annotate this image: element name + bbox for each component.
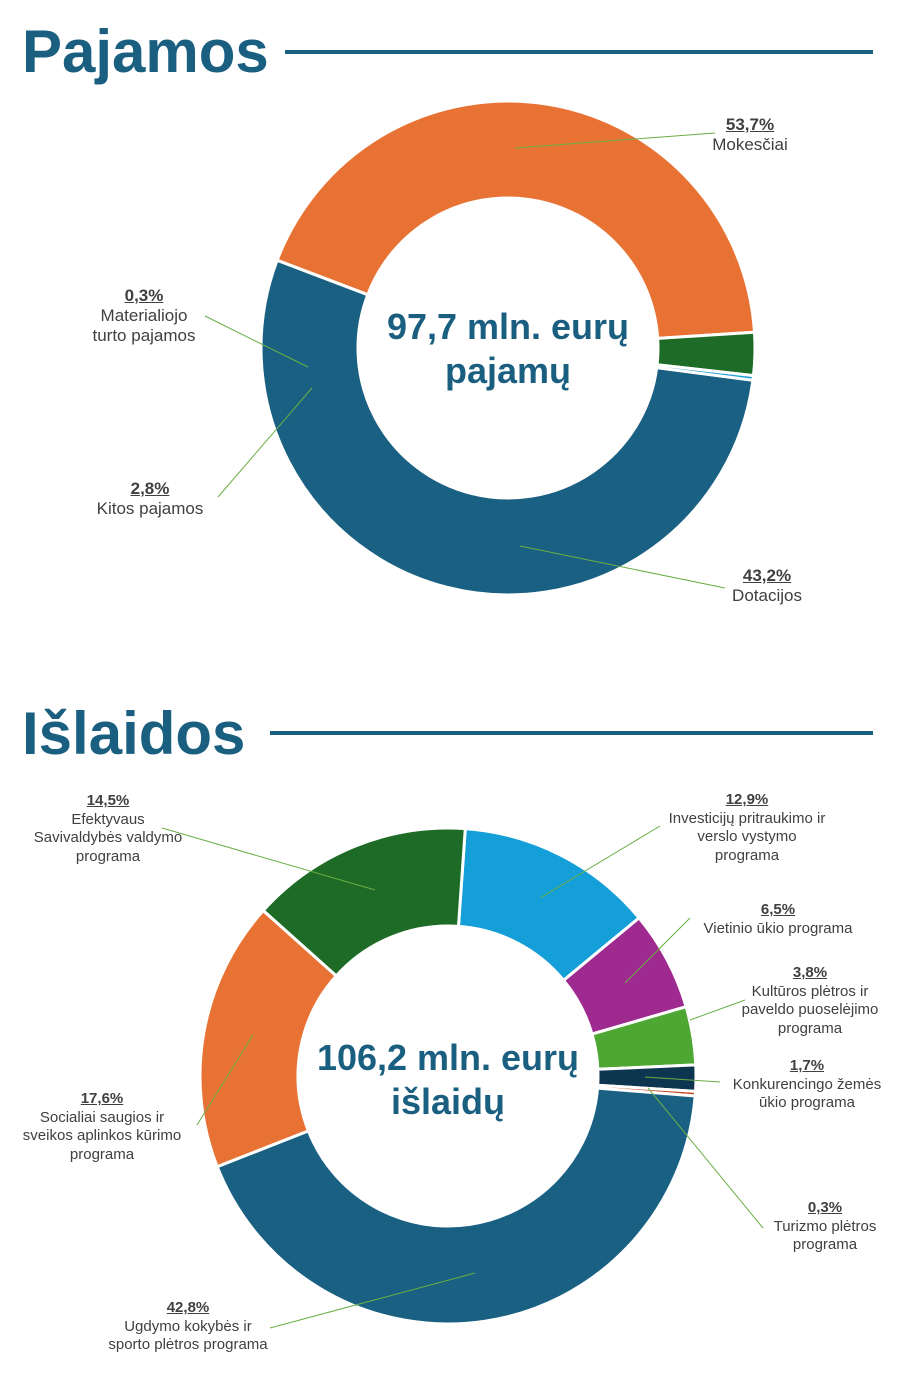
data-label-percent: 6,5% [760,901,796,918]
data-label: 2,8% Kitos pajamos [97,479,204,519]
leader-line [644,1076,721,1083]
revenue-center-text: 97,7 mln. eurų pajamų [358,305,658,393]
donut-slice [259,258,755,597]
data-label: 43,2% Dotacijos [732,566,802,606]
leader-line [161,827,376,891]
revenue-total: 97,7 mln. eurų [386,306,630,347]
data-label-name: Kitos pajamos [96,499,204,518]
donut-slice [261,826,467,979]
expenses-title: Išlaidos [22,700,246,767]
donut-slice [275,99,757,341]
revenue-total-caption: pajamų [444,350,572,391]
expenses-total: 106,2 mln. eurų [316,1037,580,1078]
leader-line [204,315,309,368]
revenue-donut [259,99,757,597]
expenses-donut [198,826,698,1326]
leader-line [647,1087,764,1229]
data-label: 14,5% Efektyvaus Savivaldybės valdymo pro… [34,792,182,866]
leader-line [539,825,661,899]
data-label: 17,6% Socialiai saugios ir sveikos aplink… [23,1090,181,1164]
data-label-name: Turizmo plėtros programa [773,1217,877,1254]
data-label: 3,8% Kultūros plėtros ir paveldo puoselėj… [742,964,879,1038]
data-label-name: Mokesčiai [712,135,788,154]
expenses-center-text: 106,2 mln. eurų išlaidų [268,1036,628,1124]
data-label: 1,7% Konkurencingo žemės ūkio programa [733,1057,881,1113]
data-label-percent: 53,7% [725,115,775,134]
leader-line [689,999,746,1021]
data-label-percent: 2,8% [130,479,170,498]
data-label-percent: 14,5% [86,792,130,809]
donut-slice [655,363,756,382]
data-label-name: Vietinio ūkio programa [703,919,853,937]
data-label-percent: 17,6% [80,1090,124,1107]
revenue-title-rule [285,50,873,54]
data-label: 42,8% Ugdymo kokybės ir sporto plėtros pr… [108,1299,267,1355]
expenses-total-caption: išlaidų [390,1081,506,1122]
data-label-percent: 43,2% [742,566,792,585]
data-label-name: Konkurencingo žemės ūkio programa [732,1075,882,1112]
data-label-name: Kultūros plėtros ir paveldo puoselėjimo … [741,982,879,1037]
leader-line [624,917,691,984]
data-label-name: Dotacijos [732,586,802,605]
data-label-percent: 0,3% [807,1199,843,1216]
expenses-title-rule [270,731,873,735]
leader-line [196,1034,254,1126]
data-label-percent: 0,3% [124,286,164,305]
data-label-name: Materialiojo turto pajamos [92,306,196,345]
data-label: 6,5% Vietinio ūkio programa [704,901,853,938]
data-label-percent: 12,9% [725,791,769,808]
leader-line [519,545,726,589]
data-label-percent: 42,8% [166,1299,210,1316]
leader-line [514,132,716,149]
leader-line [217,387,313,498]
data-label-name: Investicijų pritraukimo ir verslo vystym… [668,809,826,864]
data-label-name: Efektyvaus Savivaldybės valdymo programa [33,810,183,865]
data-label: 12,9% Investicijų pritraukimo ir verslo v… [669,791,826,865]
donut-slice [215,1086,697,1326]
leader-lines [161,132,764,1329]
data-label: 0,3% Materialiojo turto pajamos [93,286,196,346]
data-label: 0,3% Turizmo plėtros programa [774,1199,877,1255]
data-label-percent: 1,7% [789,1057,825,1074]
data-label-name: Socialiai saugios ir sveikos aplinkos kū… [22,1108,182,1163]
leader-line [269,1272,476,1329]
data-label-name: Ugdymo kokybės ir sporto plėtros program… [108,1317,268,1354]
revenue-title: Pajamos [22,18,269,85]
data-label-percent: 3,8% [792,964,828,981]
data-label: 53,7% Mokesčiai [712,115,788,155]
